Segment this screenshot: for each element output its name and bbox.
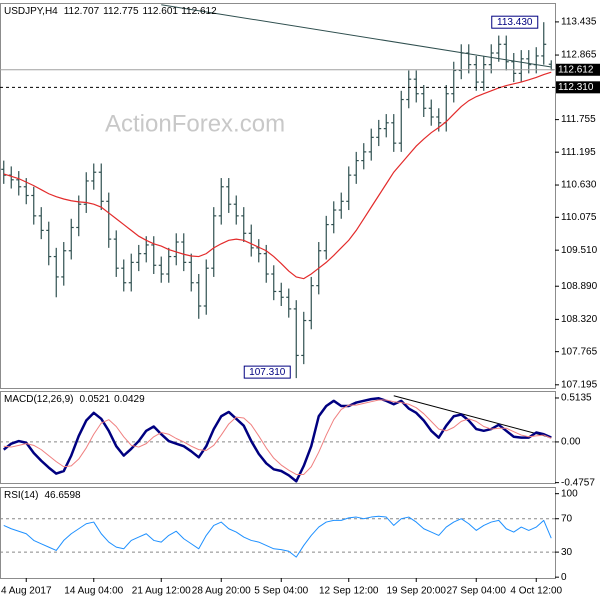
price-level-box	[556, 81, 600, 94]
title-value: 0.0429	[114, 394, 145, 405]
trend-line	[161, 4, 552, 68]
panel-frame	[0, 3, 556, 389]
x-tick-label: 4 Aug 2017	[1, 586, 52, 597]
panel-frame	[0, 487, 556, 579]
y-tick-label: 0	[561, 572, 567, 583]
y-tick-label: 0.00	[561, 437, 581, 448]
y-tick-label: 108.890	[561, 281, 598, 292]
moving-average	[3, 71, 552, 280]
annotation-label: 113.430	[497, 17, 533, 28]
watermark: ActionForex.com	[105, 110, 285, 137]
title-value: 112.601	[143, 6, 179, 17]
y-tick-label: 107.765	[561, 346, 598, 357]
series-line	[2, 397, 552, 483]
y-tick-label: 70	[561, 513, 573, 524]
y-tick-label: -0.4757	[561, 477, 595, 488]
x-tick-label: 28 Aug 20:00	[192, 586, 251, 597]
annotation-box	[491, 15, 539, 29]
x-tick-label: 14 Aug 04:00	[64, 586, 123, 597]
panel-title: MACD(12,26,9) 0.0521 0.0429	[4, 394, 145, 405]
y-tick-label: 100	[561, 488, 578, 499]
price-level-label: 112.612	[558, 64, 594, 75]
title-value: 112.775	[103, 6, 139, 17]
y-tick-label: 30	[561, 547, 573, 558]
y-tick-label: 110.075	[561, 212, 597, 223]
panel-title: RSI(14) 46.6598	[4, 490, 81, 501]
y-tick-label: 111.195	[561, 147, 596, 158]
series-line	[3, 515, 552, 558]
title-text: MACD(12,26,9)	[4, 394, 73, 405]
annotation-box	[243, 365, 291, 379]
x-tick-label: 21 Aug 12:00	[132, 586, 191, 597]
title-value: 112.612	[181, 6, 217, 17]
title-text: RSI(14)	[4, 490, 38, 501]
x-tick-label: 5 Sep 04:00	[254, 586, 308, 597]
price-level-box	[556, 63, 600, 76]
title-value: 46.6598	[44, 490, 81, 501]
y-tick-label: 108.320	[561, 314, 598, 325]
title-value: 112.707	[64, 6, 100, 17]
panel-frame	[0, 391, 556, 484]
y-tick-label: 0.5135	[561, 393, 592, 404]
y-tick-label: 111.755	[561, 114, 596, 125]
x-tick-label: 27 Sep 04:00	[447, 586, 507, 597]
annotation-label: 107.310	[249, 367, 286, 378]
price-level-label: 112.310	[558, 82, 594, 93]
y-tick-label: 107.195	[561, 379, 598, 390]
y-tick-label: 112.865	[561, 50, 597, 61]
series-line	[3, 399, 552, 475]
panel-title: USDJPY,H4 112.707 112.775 112.601 112.612	[4, 6, 217, 17]
x-tick-label: 12 Sep 12:00	[319, 586, 379, 597]
title-value: 0.0521	[79, 394, 110, 405]
x-tick-label: 4 Oct 12:00	[510, 586, 562, 597]
y-tick-label: 110.630	[561, 180, 597, 191]
title-text: USDJPY,H4	[4, 6, 58, 17]
y-tick-label: 109.510	[561, 245, 598, 256]
x-tick-label: 19 Sep 20:00	[387, 586, 447, 597]
y-tick-label: 113.435	[561, 17, 597, 28]
trend-line	[393, 395, 552, 439]
